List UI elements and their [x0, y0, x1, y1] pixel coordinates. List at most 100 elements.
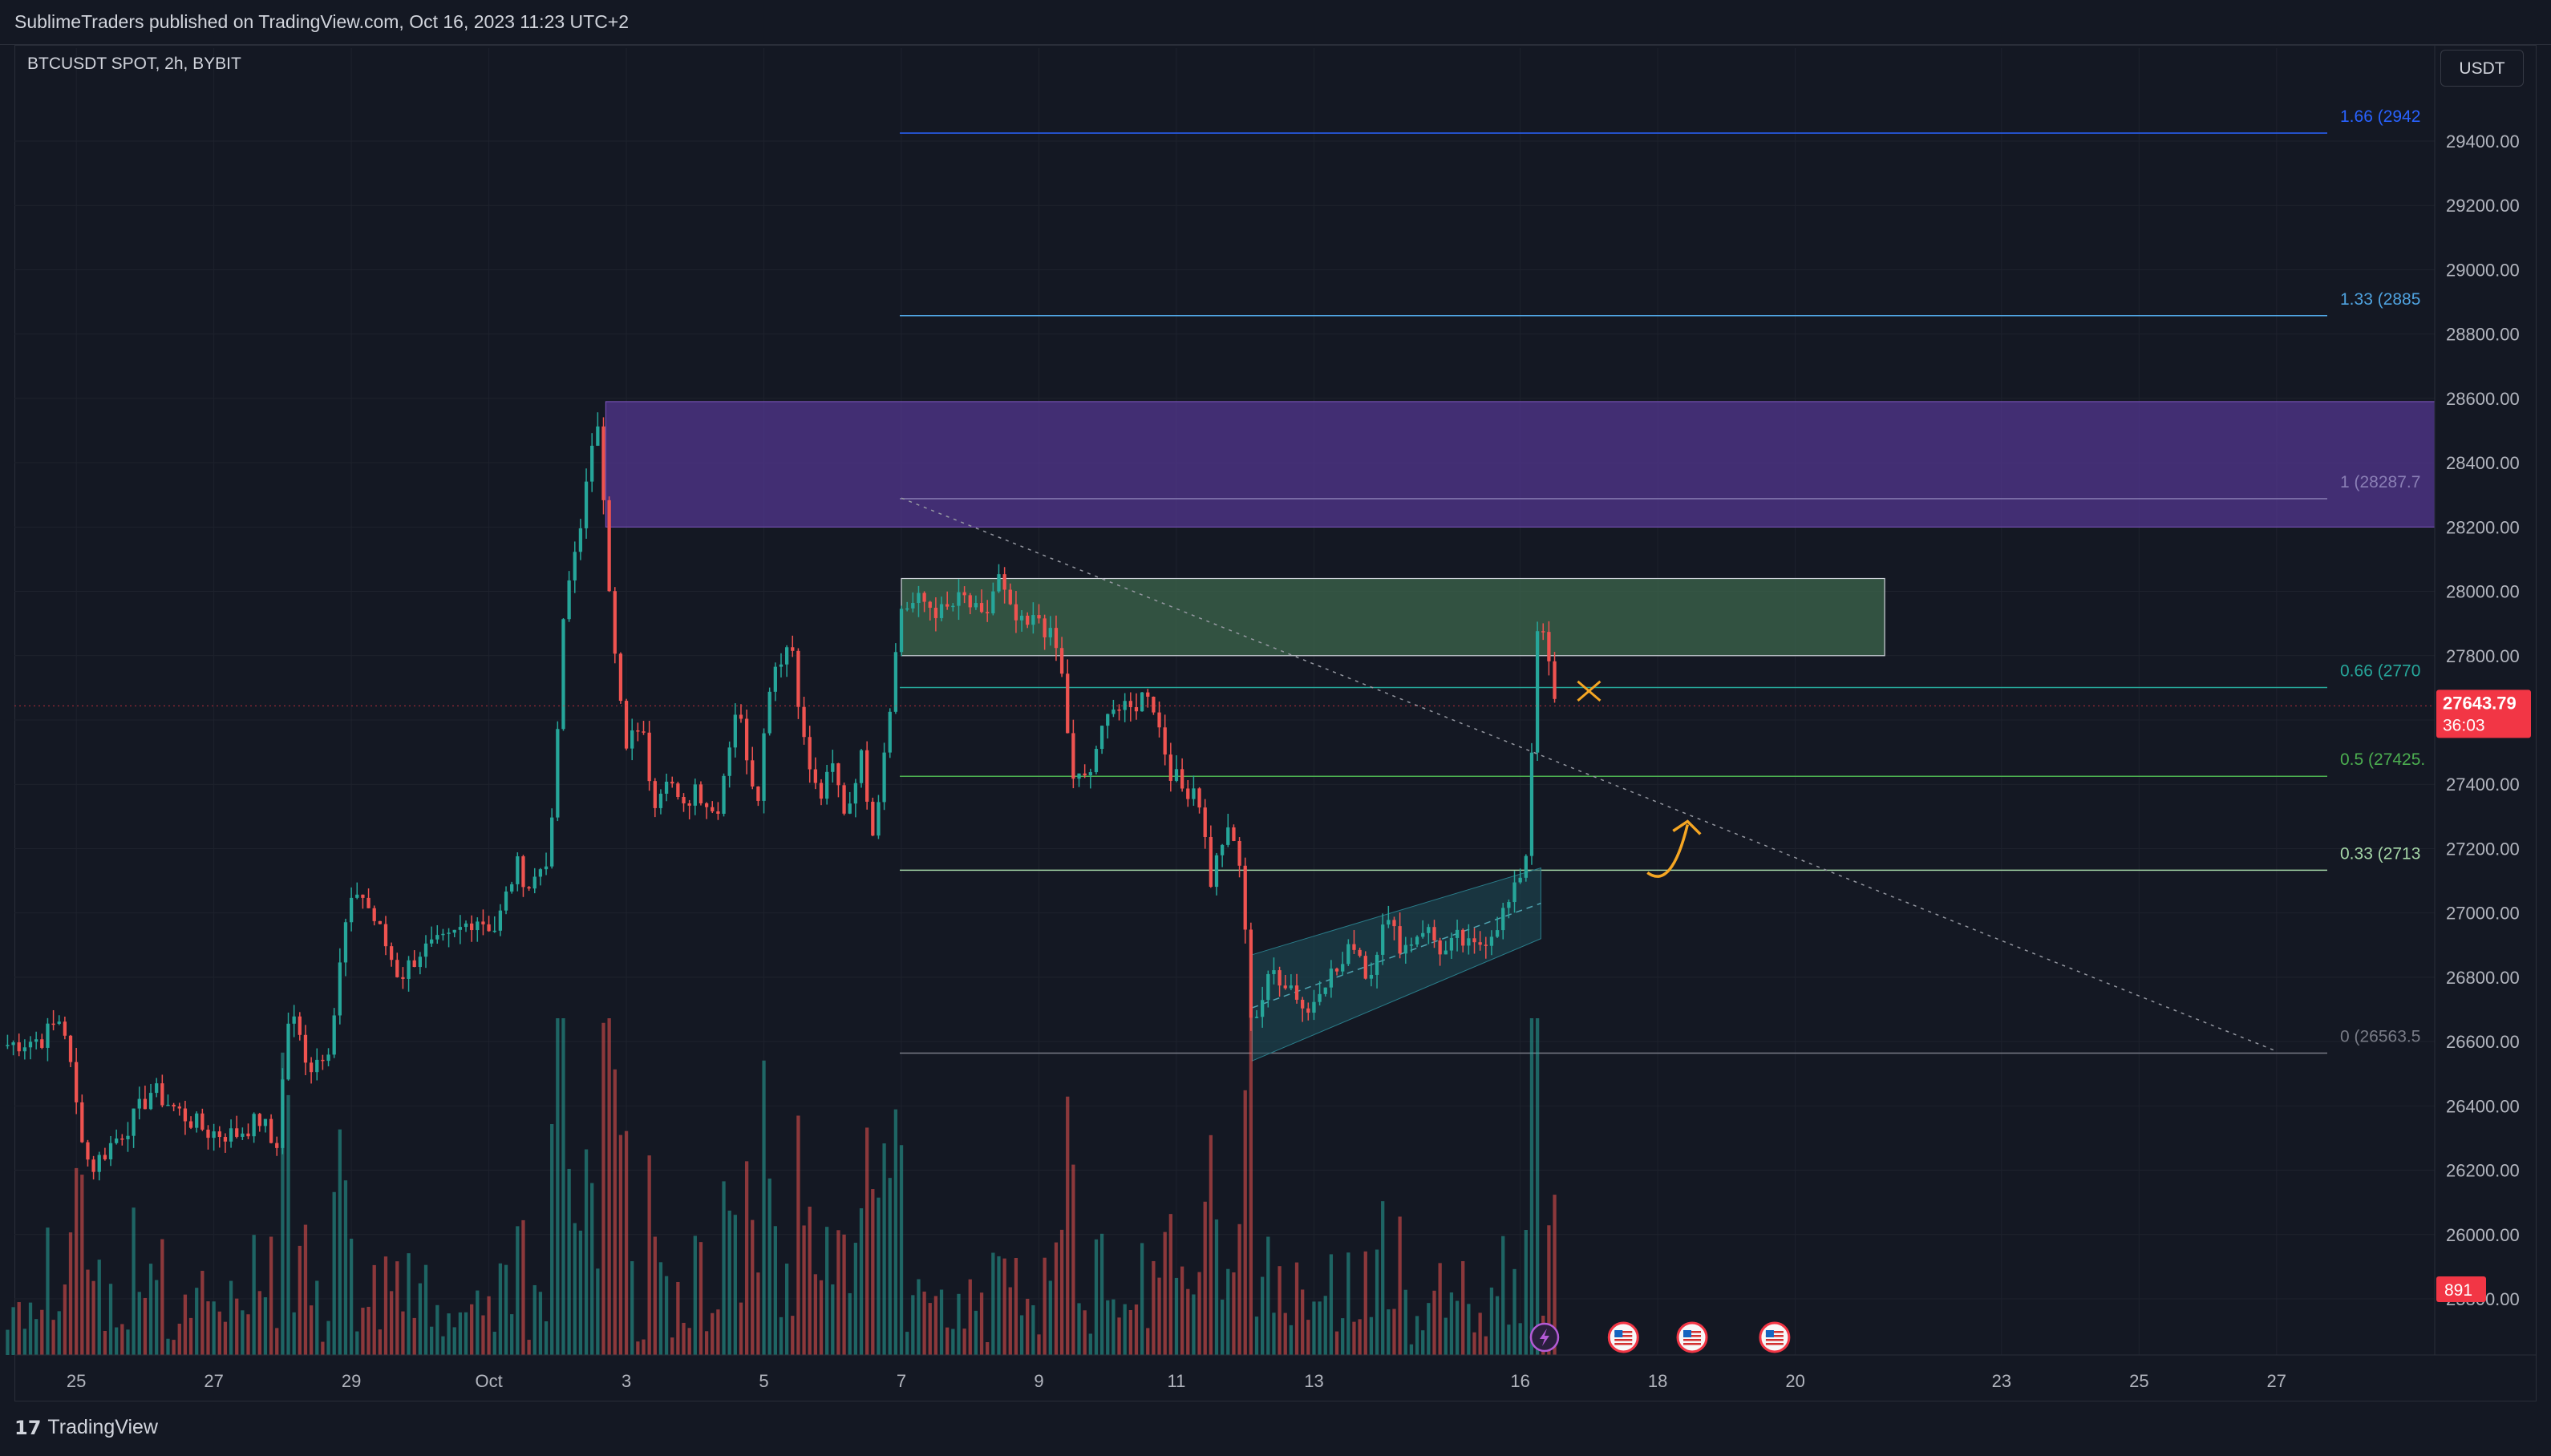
- candle-body: [108, 1143, 113, 1159]
- candle-body: [521, 856, 525, 888]
- volume-bar: [1489, 1287, 1494, 1355]
- candle-body: [682, 797, 686, 804]
- footer-bar: [0, 1401, 2551, 1456]
- candle-body: [1019, 615, 1024, 621]
- price-tick-label: 28200.00: [2446, 517, 2520, 537]
- volume-bar: [1518, 1323, 1522, 1355]
- candle-body: [1403, 944, 1407, 954]
- candle-body: [1427, 927, 1431, 933]
- volume-bar: [447, 1313, 451, 1355]
- us-flag-event-icon[interactable]: [1607, 1321, 1639, 1353]
- volume-bar: [504, 1264, 508, 1355]
- candle-body: [389, 946, 394, 961]
- symbol-label[interactable]: BTCUSDT SPOT, 2h, BYBIT: [27, 55, 241, 73]
- volume-bar: [1026, 1298, 1030, 1355]
- curved-arrow-annotation: [1646, 819, 1702, 878]
- candle-body: [1037, 615, 1041, 619]
- price-tick-label: 29400.00: [2446, 131, 2520, 152]
- volume-bar: [722, 1181, 726, 1355]
- volume-bar: [1128, 1309, 1132, 1355]
- volume-bar: [1163, 1232, 1167, 1355]
- volume-bar: [28, 1302, 33, 1355]
- volume-bar: [349, 1238, 354, 1355]
- candle-body: [1334, 969, 1339, 972]
- volume-bar: [1358, 1319, 1362, 1355]
- volume-bar: [217, 1311, 221, 1355]
- candle-body: [607, 499, 611, 592]
- tradingview-logo[interactable]: 17 TradingView: [14, 1416, 158, 1439]
- candle-body: [848, 803, 852, 814]
- volume-bar: [423, 1264, 428, 1355]
- volume-bar: [22, 1329, 27, 1355]
- candle-body: [332, 1015, 336, 1055]
- candle-body: [1261, 1000, 1265, 1017]
- candle-body: [1059, 648, 1064, 674]
- volume-bar: [762, 1060, 766, 1355]
- volume-bar: [986, 1341, 990, 1355]
- earnings-event-icon[interactable]: [1529, 1322, 1560, 1353]
- volume-bar: [865, 1127, 869, 1355]
- candle-body: [1387, 920, 1391, 925]
- volume-bar: [1272, 1312, 1276, 1355]
- candle-body: [1369, 974, 1374, 979]
- price-tick-label: 26200.00: [2446, 1161, 2520, 1181]
- candle-body: [979, 603, 984, 613]
- volume-bar: [991, 1252, 995, 1355]
- candle-body: [1002, 574, 1006, 590]
- candle-body: [1484, 944, 1488, 946]
- volume-bar: [1220, 1299, 1225, 1355]
- candle-body: [200, 1113, 204, 1130]
- volume-bar: [1059, 1229, 1064, 1355]
- candle-body: [882, 752, 886, 803]
- candle-body: [1512, 882, 1516, 903]
- candle-body: [292, 1016, 296, 1024]
- candle-body: [698, 784, 703, 803]
- candle-body: [246, 1133, 250, 1137]
- volume-bar: [1037, 1334, 1041, 1355]
- currency-button[interactable]: USDT: [2440, 50, 2524, 87]
- candle-body: [188, 1121, 193, 1128]
- candle-body: [962, 592, 966, 596]
- candle-body: [1289, 985, 1294, 989]
- flag-stripe: [1683, 1339, 1702, 1341]
- candle-body: [1232, 827, 1236, 841]
- volume-bar: [516, 1226, 520, 1355]
- candle-body: [1094, 749, 1099, 773]
- volume-bar: [1306, 1320, 1310, 1355]
- fib-level-label: 1 (28287.7: [2340, 473, 2420, 491]
- volume-bar: [682, 1322, 686, 1355]
- candle-body: [126, 1135, 130, 1139]
- volume-bar: [877, 1197, 881, 1355]
- volume-bar: [1363, 1251, 1367, 1355]
- volume-bar: [97, 1260, 101, 1355]
- candle-body: [257, 1114, 261, 1126]
- candle-body: [441, 933, 445, 936]
- volume-bar: [177, 1323, 181, 1355]
- volume-bar: [1237, 1223, 1241, 1355]
- time-tick-label: 9: [1034, 1371, 1043, 1391]
- candle-body: [63, 1021, 67, 1036]
- volume-bar: [1289, 1325, 1294, 1355]
- publisher-attribution: SublimeTraders published on TradingView.…: [14, 11, 630, 32]
- candle-body: [1306, 1008, 1310, 1013]
- volume-bar: [859, 1208, 864, 1355]
- candle-body: [435, 935, 439, 940]
- candle-body: [183, 1108, 188, 1122]
- candle-body: [464, 923, 468, 928]
- us-flag-event-icon[interactable]: [1676, 1321, 1708, 1353]
- candle-body: [704, 803, 709, 807]
- descending-trendline: [901, 497, 2278, 1052]
- us-flag-event-icon[interactable]: [1759, 1321, 1791, 1353]
- candle-body: [1547, 632, 1551, 661]
- volume-bar: [527, 1340, 531, 1355]
- candle-body: [550, 817, 554, 867]
- volume-bar: [693, 1236, 697, 1355]
- candle-body: [813, 769, 817, 783]
- volume-bar: [871, 1189, 875, 1355]
- candle-body: [212, 1131, 216, 1139]
- volume-bar: [739, 1302, 743, 1355]
- volume-bar: [407, 1253, 411, 1355]
- volume-bar: [933, 1296, 938, 1355]
- candle-body: [590, 445, 594, 482]
